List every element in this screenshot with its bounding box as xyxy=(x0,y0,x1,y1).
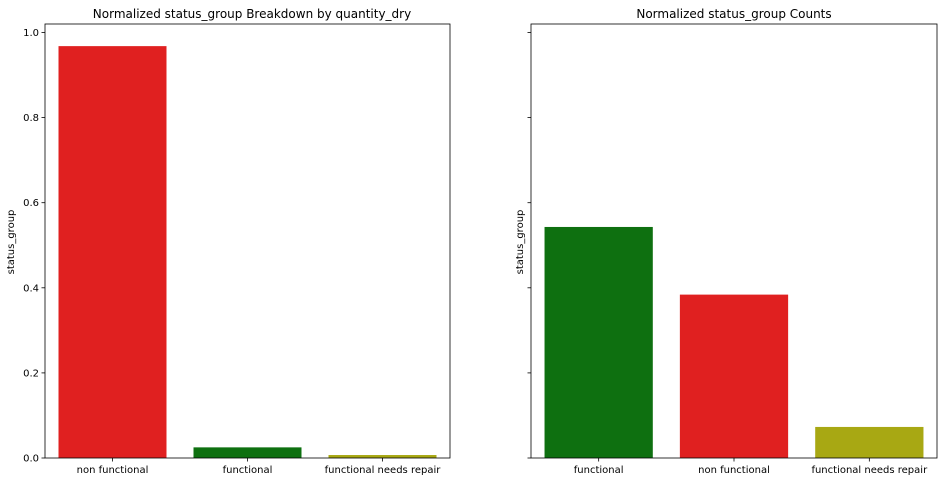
right-y-axis-label: status_group xyxy=(515,210,526,275)
left-chart-title: Normalized status_group Breakdown by qua… xyxy=(93,7,411,21)
left-y-tick-label: 0.8 xyxy=(23,113,39,124)
left-bar-functional xyxy=(193,447,302,458)
left-x-ticks: non functional functional functional needs… xyxy=(77,458,442,476)
right-bars xyxy=(544,226,924,458)
left-y-tick-label: 0.4 xyxy=(23,283,39,294)
left-y-tick-label: 0.2 xyxy=(23,368,39,379)
left-x-tick-label: functional needs repair xyxy=(325,465,442,476)
left-chart-panel: Normalized status_group Breakdown by qua… xyxy=(6,7,451,476)
left-bars xyxy=(58,46,437,458)
left-y-ticks: 0.0 0.2 0.4 0.6 0.8 1.0 xyxy=(23,28,45,465)
left-y-axis-label: status_group xyxy=(6,210,17,275)
left-plot-frame xyxy=(44,23,451,459)
left-y-tick-label: 0.0 xyxy=(23,454,39,465)
right-plot-frame xyxy=(530,23,938,459)
right-x-tick-label: functional xyxy=(574,465,624,476)
left-y-tick-label: 1.0 xyxy=(23,28,39,39)
right-y-ticks xyxy=(527,32,531,459)
right-x-tick-label: non functional xyxy=(698,465,770,476)
right-bar-functional xyxy=(544,226,653,458)
right-x-tick-label: functional needs repair xyxy=(811,465,928,476)
left-x-tick-label: functional xyxy=(223,465,273,476)
right-bar-functional-needs-repair xyxy=(815,426,924,458)
right-x-ticks: functional non functional functional needs… xyxy=(574,458,928,476)
right-chart-title: Normalized status_group Counts xyxy=(636,7,831,21)
left-bar-non-functional xyxy=(58,46,167,458)
left-bar-functional-needs-repair xyxy=(328,455,437,458)
right-chart-panel: Normalized status_group Counts status_gr… xyxy=(515,7,938,476)
right-bar-non-functional xyxy=(679,294,789,458)
left-y-tick-label: 0.6 xyxy=(23,198,39,209)
left-x-tick-label: non functional xyxy=(77,465,149,476)
